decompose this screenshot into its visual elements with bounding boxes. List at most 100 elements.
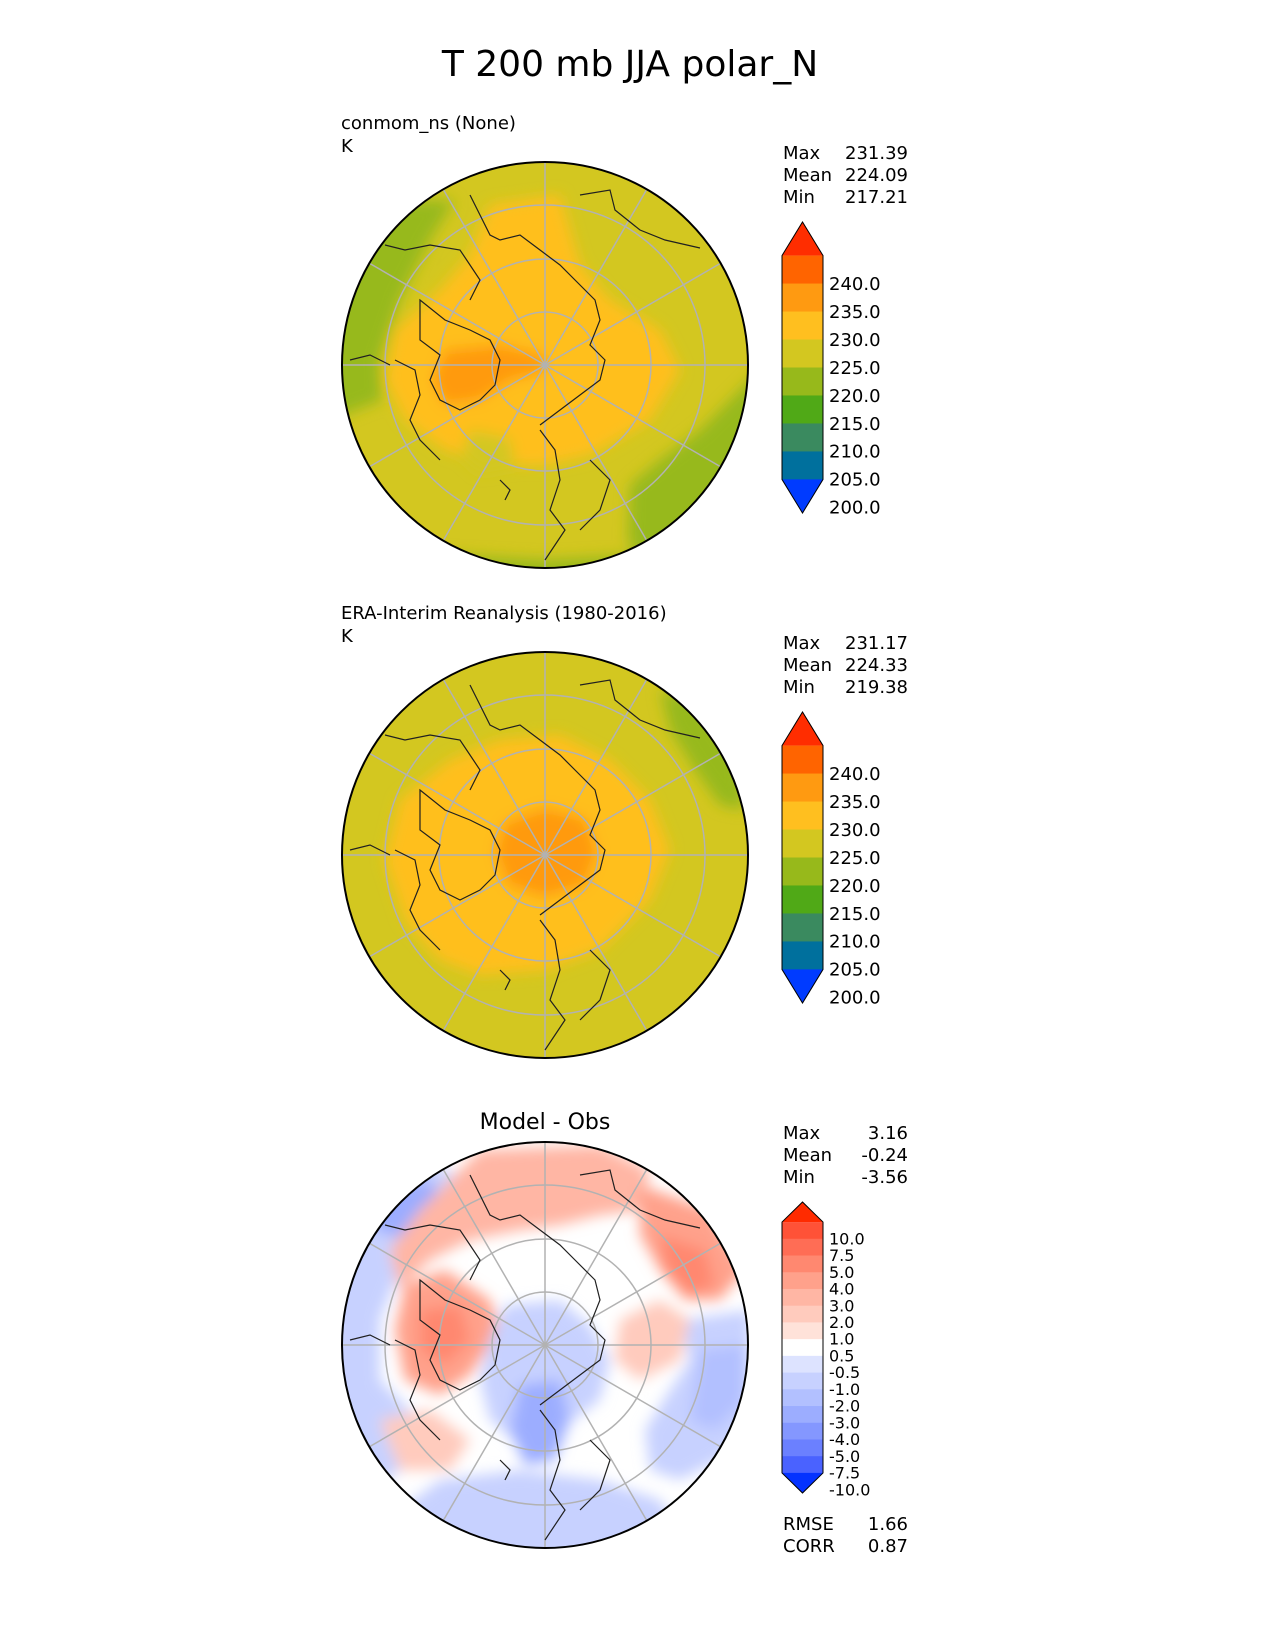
obs-colorbar-swatch bbox=[782, 773, 823, 803]
obs-stat-mean-label: Mean bbox=[783, 655, 832, 676]
model-colorbar-tick-label: 235.0 bbox=[829, 302, 881, 323]
diff-colorbar-tick-label: -5.0 bbox=[829, 1447, 860, 1466]
model-stat-mean-label: Mean bbox=[783, 165, 832, 186]
obs-stat-min-label: Min bbox=[783, 677, 815, 698]
obs-cold-northeast bbox=[660, 690, 745, 810]
diff-stat-max-label: Max bbox=[783, 1123, 821, 1144]
obs-stat-min-value: 219.38 bbox=[845, 677, 908, 698]
diff-pos-southwest bbox=[380, 1410, 470, 1470]
obs-stat-max-label: Max bbox=[783, 633, 821, 654]
diff-colorbar-swatch bbox=[782, 1389, 823, 1407]
model-colorbar-swatch bbox=[782, 311, 823, 341]
obs-colorbar-swatch bbox=[782, 745, 823, 775]
panel-obs: ERA-Interim Reanalysis (1980-2016) K bbox=[341, 603, 908, 1059]
obs-colorbar-outline bbox=[781, 711, 824, 1004]
diff-colorbar-tick-label: 3.0 bbox=[829, 1296, 854, 1315]
model-colorbar-tick-label: 225.0 bbox=[829, 358, 881, 379]
obs-colorbar-swatch bbox=[782, 829, 823, 858]
panel-diff-stats: Max 3.16 Mean -0.24 Min -3.56 bbox=[783, 1123, 908, 1188]
diff-colorbar-tick-label: 4.0 bbox=[829, 1280, 854, 1299]
model-stat-min-value: 217.21 bbox=[845, 187, 908, 208]
obs-colorbar-swatch bbox=[782, 913, 823, 942]
model-colorbar-swatch bbox=[782, 283, 823, 313]
diff-stat-min-label: Min bbox=[783, 1167, 815, 1188]
obs-colorbar-swatch bbox=[782, 885, 823, 914]
diff-colorbar-tick-label: -10.0 bbox=[829, 1480, 870, 1499]
panel-model: conmom_ns (None) K bbox=[341, 113, 908, 569]
diff-colorbar-tick-label: -2.0 bbox=[829, 1397, 860, 1416]
diff-stat-min-value: -3.56 bbox=[861, 1167, 908, 1188]
obs-colorbar-tick-label: 210.0 bbox=[829, 932, 881, 953]
obs-colorbar: 240.0 235.0 230.0 225.0 220.0 215.0 210.0 205.0… bbox=[781, 711, 881, 1009]
obs-colorbar-tick-label: 215.0 bbox=[829, 904, 881, 925]
diff-colorbar-swatch bbox=[782, 1305, 823, 1323]
diff-colorbar-outline bbox=[781, 1201, 824, 1494]
obs-colorbar-tick-label: 240.0 bbox=[829, 764, 881, 785]
model-colorbar-tick-label: 230.0 bbox=[829, 330, 881, 351]
obs-colorbar-extend-bottom bbox=[782, 969, 823, 1003]
model-colorbar-tick-label: 200.0 bbox=[829, 498, 881, 519]
diff-stat-corr-label: CORR bbox=[783, 1536, 835, 1557]
obs-colorbar-tick-label: 205.0 bbox=[829, 960, 881, 981]
diff-colorbar-swatch bbox=[782, 1439, 823, 1457]
diff-colorbar-swatch bbox=[782, 1339, 823, 1357]
diff-colorbar-tick-label: 0.5 bbox=[829, 1346, 854, 1365]
model-colorbar-swatch bbox=[782, 367, 823, 396]
diff-colorbar-swatch bbox=[782, 1422, 823, 1440]
model-stat-max-label: Max bbox=[783, 143, 821, 164]
panel-obs-stats: Max 231.17 Mean 224.33 Min 219.38 bbox=[783, 633, 908, 698]
obs-stat-mean-value: 224.33 bbox=[845, 655, 908, 676]
obs-stat-max-value: 231.17 bbox=[845, 633, 908, 654]
diff-stat-max-value: 3.16 bbox=[868, 1123, 908, 1144]
diff-colorbar-extend-bottom bbox=[782, 1472, 823, 1493]
model-colorbar-swatch bbox=[782, 451, 823, 480]
diff-colorbar-tick-label: 5.0 bbox=[829, 1263, 854, 1282]
panel-diff-footer-stats: RMSE 1.66 CORR 0.87 bbox=[783, 1514, 908, 1557]
diff-pos-southeast bbox=[615, 1300, 690, 1380]
diff-colorbar-swatch bbox=[782, 1255, 823, 1273]
diff-coastlines bbox=[349, 1169, 701, 1541]
diff-colorbar-tick-label: -3.0 bbox=[829, 1413, 860, 1432]
model-colorbar-swatch bbox=[782, 339, 823, 368]
model-stat-min-label: Min bbox=[783, 187, 815, 208]
model-colorbar-tick-label: 215.0 bbox=[829, 414, 881, 435]
diff-colorbar-swatch bbox=[782, 1272, 823, 1290]
obs-colorbar-extend-top bbox=[782, 712, 823, 746]
model-colorbar-tick-label: 220.0 bbox=[829, 386, 881, 407]
model-map-outline bbox=[341, 161, 749, 569]
diff-colorbar-tick-label: 7.5 bbox=[829, 1246, 854, 1265]
diff-colorbar-tick-label: 2.0 bbox=[829, 1313, 854, 1332]
model-stat-mean-value: 224.09 bbox=[845, 165, 908, 186]
diff-graticule bbox=[342, 1142, 748, 1548]
diff-pos-west-strong bbox=[420, 1305, 470, 1365]
diff-colorbar-tick-label: -7.5 bbox=[829, 1464, 860, 1483]
diff-colorbar-tick-label: 10.0 bbox=[829, 1229, 865, 1248]
panel-diff: Model - Obs bbox=[341, 1110, 908, 1557]
panel-diff-map bbox=[342, 1142, 748, 1548]
panel-model-units: K bbox=[341, 136, 354, 157]
panel-model-stats: Max 231.39 Mean 224.09 Min 217.21 bbox=[783, 143, 908, 208]
model-colorbar-outline bbox=[781, 221, 824, 514]
diff-colorbar-swatch bbox=[782, 1222, 823, 1240]
diff-colorbar-tick-label: -1.0 bbox=[829, 1380, 860, 1399]
obs-map-outline bbox=[341, 651, 749, 1059]
model-colorbar-extend-bottom bbox=[782, 479, 823, 513]
diff-stat-rmse-label: RMSE bbox=[783, 1514, 834, 1535]
model-colorbar-swatch bbox=[782, 255, 823, 285]
model-colorbar: 240.0 235.0 230.0 225.0 220.0 215.0 210.0 205.0… bbox=[781, 221, 881, 519]
obs-colorbar-tick-label: 220.0 bbox=[829, 876, 881, 897]
diff-colorbar-swatch bbox=[782, 1355, 823, 1374]
model-colorbar-tick-label: 210.0 bbox=[829, 442, 881, 463]
model-colorbar-swatch bbox=[782, 395, 823, 424]
diff-neg-center-strong bbox=[510, 1380, 570, 1465]
obs-colorbar-swatch bbox=[782, 857, 823, 886]
diff-colorbar-tick-label: -4.0 bbox=[829, 1430, 860, 1449]
diff-colorbar: 10.07.55.04.03.02.01.00.5-0.5-1.0-2.0-3.… bbox=[781, 1201, 870, 1499]
obs-colorbar-tick-label: 230.0 bbox=[829, 820, 881, 841]
panel-obs-left-label: ERA-Interim Reanalysis (1980-2016) bbox=[341, 603, 667, 624]
diff-colorbar-swatch bbox=[782, 1372, 823, 1390]
diff-map-outline bbox=[341, 1141, 749, 1549]
diff-pos-north bbox=[390, 1145, 650, 1290]
diff-stat-corr-value: 0.87 bbox=[868, 1536, 908, 1557]
